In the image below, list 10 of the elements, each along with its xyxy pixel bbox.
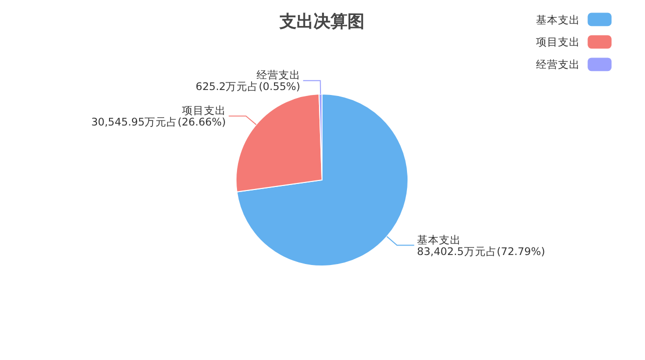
legend-label: 基本支出 — [536, 13, 580, 26]
data-label: 625.2万元占(0.55%) — [196, 80, 300, 94]
legend-label: 经营支出 — [536, 58, 580, 72]
slice-label: 项目支出 — [182, 104, 226, 118]
data-label: 83,402.5万元占(72.79%) — [417, 244, 546, 258]
slice-label: 经营支出 — [256, 68, 300, 82]
chart-title: 支出决算图 — [278, 12, 365, 32]
data-label: 30,545.95万元占(26.66%) — [91, 116, 226, 129]
slice-label: 基本支出 — [417, 233, 462, 246]
legend-label: 项目支出 — [536, 36, 580, 49]
